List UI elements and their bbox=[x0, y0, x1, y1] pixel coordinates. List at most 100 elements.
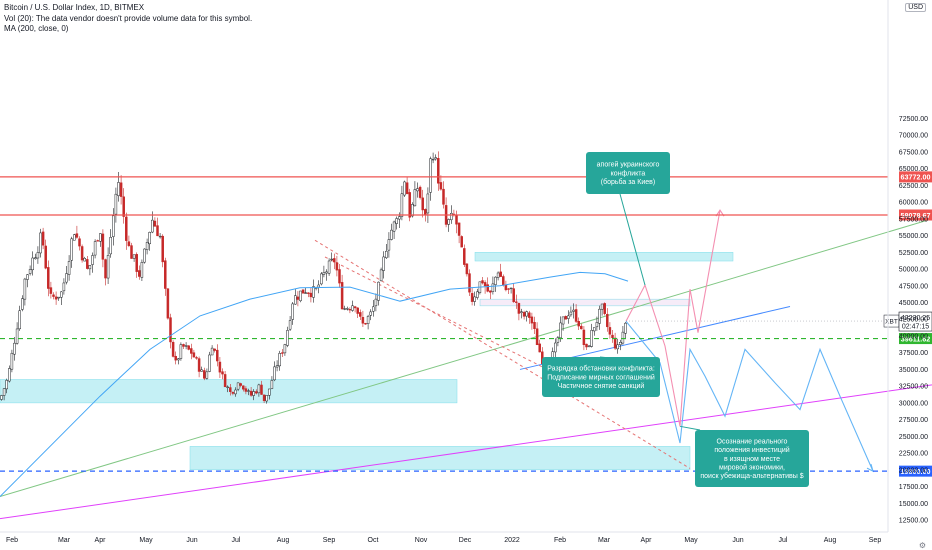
candle-body-198 bbox=[515, 301, 518, 303]
candle-body-40 bbox=[104, 259, 107, 279]
candle-body-196 bbox=[509, 287, 513, 290]
candle-body-43 bbox=[112, 215, 115, 237]
annotation-box-0 bbox=[586, 152, 670, 194]
candle-body-5 bbox=[13, 342, 16, 355]
candle-body-224 bbox=[582, 329, 586, 345]
x-tick-label-11: 2022 bbox=[504, 537, 520, 544]
candle-body-138 bbox=[359, 312, 362, 317]
candle-body-73 bbox=[190, 348, 193, 354]
currency-badge[interactable]: USD bbox=[905, 3, 926, 12]
candle-body-136 bbox=[353, 306, 357, 309]
candle-body-186 bbox=[483, 282, 487, 287]
candle-body-21 bbox=[54, 296, 58, 300]
candle-body-67 bbox=[174, 355, 177, 361]
y-axis[interactable]: 72500.00 70000.00 67500.00 65000.00 62500.00… bbox=[887, 0, 928, 532]
candle-body-141 bbox=[366, 315, 370, 324]
candle-body-149 bbox=[387, 239, 391, 251]
candle-body-55 bbox=[143, 248, 146, 263]
candle-body-7 bbox=[18, 310, 21, 330]
candle-body-13 bbox=[34, 257, 37, 260]
candle-body-45 bbox=[117, 182, 120, 196]
candle-body-2 bbox=[5, 380, 8, 390]
candle-body-161 bbox=[418, 186, 422, 198]
candle-body-48 bbox=[125, 216, 128, 241]
annotation-text-0-0: апогей украинского bbox=[597, 161, 660, 169]
candle-body-97 bbox=[252, 391, 255, 396]
candle-body-32 bbox=[83, 258, 86, 262]
candle-body-220 bbox=[572, 309, 575, 312]
y-tick-label-5: 60000.00 bbox=[899, 200, 928, 207]
forecast-blue-path bbox=[625, 320, 874, 472]
candle-body-52 bbox=[135, 254, 138, 272]
candle-body-172 bbox=[447, 219, 450, 225]
candle-body-90 bbox=[234, 389, 237, 395]
candle-body-115 bbox=[299, 290, 302, 302]
candle-body-46 bbox=[119, 182, 123, 197]
candle-body-118 bbox=[307, 292, 310, 294]
candle-body-116 bbox=[301, 289, 305, 294]
ma-indicator-line[interactable]: MA (200, close, 0) bbox=[4, 24, 69, 33]
x-tick-label-12: Feb bbox=[554, 537, 566, 544]
candle-body-230 bbox=[598, 308, 601, 324]
candle-body-81 bbox=[210, 347, 214, 356]
candle-body-130 bbox=[338, 269, 341, 284]
candle-body-14 bbox=[36, 252, 40, 259]
candle-body-124 bbox=[322, 272, 326, 275]
zones-layer bbox=[0, 252, 734, 471]
candle-body-207 bbox=[538, 343, 541, 353]
candle-body-85 bbox=[221, 371, 224, 375]
candle-body-54 bbox=[140, 262, 144, 278]
candle-body-135 bbox=[351, 305, 354, 311]
forecast-pink-arrowhead bbox=[715, 209, 725, 217]
candle-body-58 bbox=[151, 219, 154, 233]
y-tick-label-22: 17500.00 bbox=[899, 484, 928, 491]
candle-body-25 bbox=[65, 273, 68, 283]
settings-gear-icon[interactable]: ⚙ bbox=[918, 541, 926, 550]
candle-body-108 bbox=[281, 352, 284, 354]
candle-body-125 bbox=[325, 271, 328, 274]
x-tick-label-6: Aug bbox=[277, 537, 290, 544]
volume-indicator-line[interactable]: Vol (20): The data vendor doesn't provid… bbox=[4, 13, 253, 23]
symbol-title[interactable]: Bitcoin / U.S. Dollar Index, 1D, BITMEX bbox=[4, 3, 145, 12]
candle-body-79 bbox=[205, 371, 209, 379]
candle-body-235 bbox=[611, 334, 614, 339]
current-price-label: 42230.25 bbox=[901, 315, 930, 322]
countdown-label: 02:47:15 bbox=[902, 324, 929, 331]
level-tag-3 bbox=[899, 465, 932, 477]
y-tick-label-19: 25000.00 bbox=[899, 434, 928, 441]
candle-body-231 bbox=[600, 303, 604, 310]
candle-body-147 bbox=[382, 256, 385, 271]
y-tick-label-14: 37500.00 bbox=[899, 350, 928, 357]
candle-body-78 bbox=[203, 370, 206, 379]
y-tick-label-16: 32500.00 bbox=[899, 384, 928, 391]
annotation-text-2-3: мировой экономики, bbox=[719, 463, 785, 471]
candle-body-94 bbox=[244, 388, 248, 392]
candle-body-197 bbox=[512, 288, 515, 303]
candle-body-49 bbox=[127, 241, 131, 246]
candle-body-20 bbox=[52, 294, 55, 297]
x-tick-label-3: May bbox=[139, 537, 153, 544]
candle-body-24 bbox=[62, 282, 66, 292]
y-tick-label-18: 27500.00 bbox=[899, 417, 928, 424]
candle-body-35 bbox=[91, 255, 94, 265]
y-tick-label-4: 62500.00 bbox=[899, 183, 928, 190]
candle-body-89 bbox=[231, 391, 235, 394]
candle-body-31 bbox=[80, 246, 84, 261]
candle-body-199 bbox=[517, 303, 521, 314]
candle-body-164 bbox=[426, 193, 430, 214]
candle-body-191 bbox=[496, 272, 500, 278]
candle-body-159 bbox=[413, 189, 417, 207]
x-tick-label-0: Feb bbox=[6, 537, 18, 544]
candle-body-145 bbox=[377, 281, 380, 301]
candle-body-113 bbox=[294, 295, 297, 305]
trend-line-4 bbox=[324, 256, 551, 372]
x-tick-label-18: Aug bbox=[824, 537, 837, 544]
candle-body-17 bbox=[44, 245, 47, 269]
level-tag-2 bbox=[899, 333, 932, 345]
candle-body-195 bbox=[507, 288, 510, 290]
candle-body-177 bbox=[460, 236, 463, 248]
candle-body-237 bbox=[616, 344, 619, 350]
candle-body-91 bbox=[236, 382, 240, 390]
candle-body-158 bbox=[411, 204, 414, 217]
